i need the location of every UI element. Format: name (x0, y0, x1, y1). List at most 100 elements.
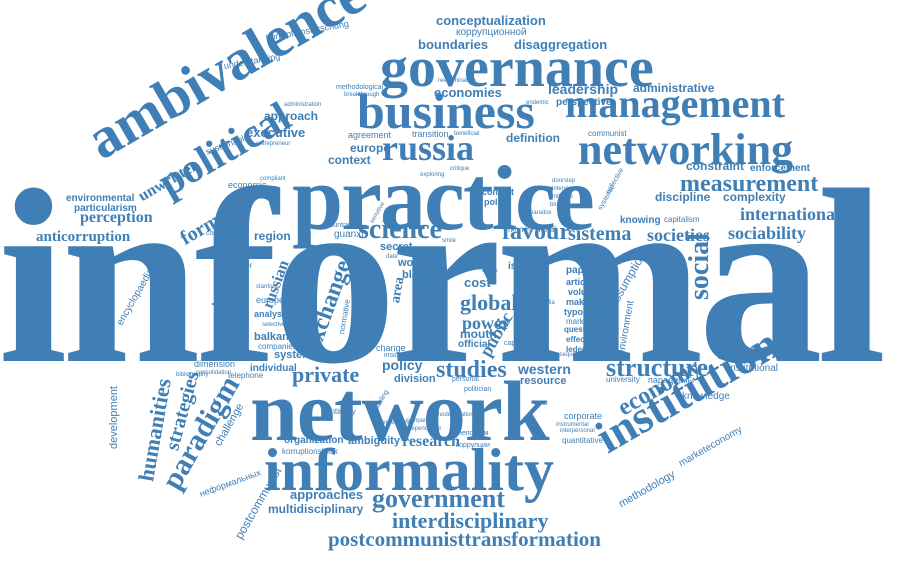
word-informality: informality (264, 437, 554, 503)
word-breakthrough: breakthrough (344, 92, 380, 98)
word-sistema: sistema (568, 223, 632, 245)
word-conceptual: conceptual (206, 230, 240, 237)
word-nepotism-ru: непотизм (458, 430, 489, 437)
word-government: government (372, 484, 505, 513)
word-analysis: analysis (254, 309, 290, 319)
word-environmental: environmental (66, 193, 135, 204)
word-knowing: knowing (620, 215, 661, 226)
word-operate: operate (586, 270, 607, 276)
word-network: network (250, 363, 550, 459)
word-smile: smile (442, 238, 457, 244)
word-comparison: comparison (406, 418, 438, 424)
word-international: international (740, 204, 841, 224)
word-market: market (566, 317, 591, 326)
word-countrie: countrie (326, 222, 351, 229)
word-mafia: mafia (540, 300, 555, 306)
word-organization: organization (284, 435, 344, 446)
word-instrumental: instrumental (556, 422, 589, 428)
word-europe: europe (350, 141, 391, 155)
word-deals: deals (470, 262, 485, 268)
word-korruption-ru: коррупционной (456, 27, 527, 38)
word-economic: economic (228, 180, 267, 190)
word-postcommunisttransformation: postcommunisttransformation (328, 527, 601, 551)
word-effective: effective (566, 335, 599, 344)
word-governance: governance (380, 37, 654, 99)
word-balkan: balkan (254, 331, 289, 343)
word-perspective: perspective (556, 97, 612, 108)
word-change: change (376, 343, 406, 353)
word-european: european (256, 295, 295, 305)
word-entrepreneurial: entrepreneurial (372, 420, 413, 426)
word-particularism: particularism (74, 203, 137, 214)
word-business: business (357, 83, 535, 139)
word-secret: secret (380, 241, 413, 253)
word-administration: administration (284, 102, 322, 108)
word-region: region (254, 229, 291, 243)
word-word: word (398, 257, 425, 269)
word-continuity: continuity (322, 407, 356, 416)
word-money: money (508, 225, 533, 234)
word-studies: studies (436, 357, 507, 383)
word-korruptionskritik: korruptionskritik (282, 447, 339, 456)
word-definition: definition (506, 131, 560, 145)
word-approach: approach (264, 109, 319, 123)
word-selective: selective (262, 322, 286, 328)
word-mitigate: mitigate (552, 194, 574, 200)
word-entrepreneur: entrepreneur (256, 141, 291, 147)
word-contact: contact (482, 187, 515, 197)
word-compliant: compliant (260, 176, 286, 182)
word-trust: trust (534, 400, 548, 407)
word-issue: issue (508, 261, 534, 272)
word-cost: cost (464, 275, 491, 290)
word-societies: societies (647, 225, 710, 245)
word-favour: favour (502, 219, 570, 245)
word-institutional: institutional (728, 363, 779, 374)
word-question: question (564, 325, 598, 334)
word-methodological: methodological (336, 84, 384, 91)
word-discipline: discipline (655, 190, 711, 204)
word-thing: thing (508, 250, 522, 256)
word-global: global (460, 290, 518, 315)
word-doorstep: doorstep (552, 178, 576, 184)
word-endemic: endemic (526, 100, 549, 106)
word-enforcement: enforcement (750, 163, 811, 174)
word-capitalism: capitalism (664, 215, 700, 224)
word-politic: politic (484, 197, 511, 207)
word-informal: informal (0, 139, 886, 416)
word-blurred: blurred (550, 202, 569, 208)
word-paradigm-ru: парадигмы (648, 375, 695, 385)
word-cases: cases (482, 268, 498, 274)
word-communist: communist (588, 129, 627, 138)
word-private: private (292, 362, 360, 387)
word-date: date (386, 254, 398, 260)
word-division: division (394, 373, 436, 385)
word-transition: transition (412, 129, 449, 139)
word-individual: individual (250, 363, 297, 374)
word-agreement: agreement (348, 130, 392, 140)
word-corporate: corporate (564, 411, 603, 421)
word-typology: typology (564, 307, 602, 317)
word-paper: paper (566, 265, 594, 276)
word-resource: resource (520, 375, 567, 387)
word-complexity: complexity (723, 190, 786, 204)
word-system: system (274, 349, 312, 361)
word-leadership: leadership (548, 81, 619, 97)
word-disaggregation: disaggregation (514, 37, 608, 52)
word-russia: russia (382, 128, 475, 168)
word-reexamination: reexamination (438, 78, 476, 84)
word-stanford: stanford (256, 284, 278, 290)
word-western: western (518, 361, 571, 377)
word-nephormal-ru: неформальных (198, 467, 263, 499)
word-insider: insider (384, 352, 405, 359)
word-research: research (402, 433, 461, 450)
word-paradox: paradox (530, 210, 552, 216)
word-networking: networking (578, 125, 794, 174)
word-interdisciplinary: interdisciplinary (392, 508, 549, 533)
word-official: official (458, 339, 491, 350)
word-sociability: sociability (728, 223, 807, 243)
word-conceptualization: conceptualization (436, 13, 546, 28)
word-capital: capital (504, 340, 525, 347)
word-policy: policy (382, 357, 423, 373)
word-reform: reform (556, 256, 574, 262)
